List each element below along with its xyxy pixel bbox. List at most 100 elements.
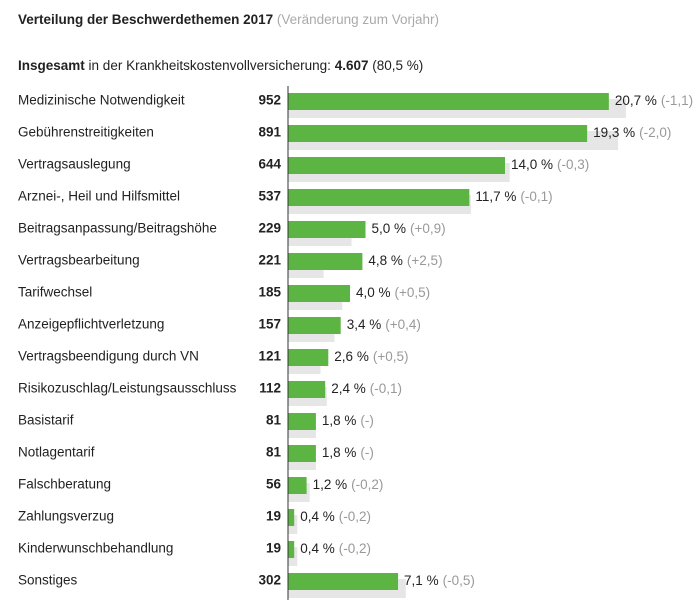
value-label: 4,8 % (+2,5) — [368, 253, 442, 268]
category-label: Vertragsauslegung — [18, 157, 131, 172]
category-label: Sonstiges — [18, 573, 78, 588]
percent-label: 1,2 % — [313, 477, 348, 492]
percent-label: 11,7 % — [475, 189, 516, 204]
category-label: Zahlungsverzug — [18, 509, 114, 524]
category-label: Risikozuschlag/Leistungsausschluss — [18, 381, 237, 396]
bar — [288, 477, 307, 494]
value-label: 0,4 % (-0,2) — [300, 509, 371, 524]
count-label: 56 — [266, 477, 282, 492]
percent-label: 4,8 % — [368, 253, 403, 268]
count-label: 19 — [266, 509, 281, 524]
category-label: Arznei-, Heil und Hilfsmittel — [18, 189, 180, 204]
percent-label: 5,0 % — [372, 221, 407, 236]
change-label: (-0,1) — [520, 189, 552, 204]
change-label: (+0,4) — [385, 317, 421, 332]
category-label: Gebührenstreitigkeiten — [18, 125, 154, 140]
total-share: (80,5 %) — [372, 58, 423, 73]
category-label: Kinderwunschbehandlung — [18, 541, 173, 556]
bar — [288, 573, 399, 590]
change-label: (-0,1) — [370, 381, 402, 396]
count-label: 157 — [258, 317, 281, 332]
bar — [288, 221, 366, 238]
bar — [288, 509, 295, 526]
bar — [288, 93, 609, 110]
value-label: 14,0 % (-0,3) — [511, 157, 589, 172]
count-label: 19 — [266, 541, 281, 556]
count-label: 229 — [258, 221, 281, 236]
change-label: (-2,0) — [639, 125, 671, 140]
category-label: Notlagentarif — [18, 445, 95, 460]
bar — [288, 445, 316, 462]
subtitle: Insgesamt in der Krankheitskostenvollver… — [18, 58, 423, 73]
count-label: 891 — [258, 125, 281, 140]
bar — [288, 157, 505, 174]
change-label: (+2,5) — [407, 253, 443, 268]
bar — [288, 285, 350, 302]
value-label: 4,0 % (+0,5) — [356, 285, 430, 300]
total-label: Insgesamt — [18, 58, 85, 73]
category-label: Beitragsanpassung/Beitragshöhe — [18, 221, 217, 236]
count-label: 644 — [258, 157, 281, 172]
change-label: (-0,2) — [351, 477, 383, 492]
count-label: 537 — [258, 189, 281, 204]
bar — [288, 125, 588, 142]
category-label: Basistarif — [18, 413, 74, 428]
category-label: Vertragsbeendigung durch VN — [18, 349, 199, 364]
count-label: 112 — [259, 381, 281, 396]
category-label: Vertragsbearbeitung — [18, 253, 140, 268]
title: Verteilung der Beschwerdethemen 2017 — [18, 12, 273, 27]
change-label: (+0,5) — [395, 285, 431, 300]
chart-title: Verteilung der Beschwerdethemen 2017 (Ve… — [18, 12, 439, 27]
percent-label: 2,4 % — [331, 381, 366, 396]
count-label: 121 — [258, 349, 281, 364]
change-label: (+0,9) — [410, 221, 446, 236]
category-label: Tarifwechsel — [18, 285, 92, 300]
category-label: Medizinische Notwendigkeit — [18, 93, 185, 108]
percent-label: 20,7 % — [615, 93, 657, 108]
value-label: 0,4 % (-0,2) — [300, 541, 371, 556]
percent-label: 4,0 % — [356, 285, 391, 300]
value-label: 1,2 % (-0,2) — [313, 477, 384, 492]
value-label: 3,4 % (+0,4) — [347, 317, 421, 332]
percent-label: 1,8 % — [322, 413, 357, 428]
percent-label: 2,6 % — [334, 349, 369, 364]
count-label: 952 — [258, 93, 281, 108]
change-label: (-0,3) — [557, 157, 589, 172]
count-label: 81 — [266, 445, 282, 460]
value-label: 5,0 % (+0,9) — [372, 221, 446, 236]
change-label: (+0,5) — [373, 349, 409, 364]
count-label: 221 — [258, 253, 281, 268]
category-label: Falschberatung — [18, 477, 111, 492]
percent-label: 19,3 % — [593, 125, 635, 140]
value-label: 2,4 % (-0,1) — [331, 381, 402, 396]
category-label: Anzeigepflichtverletzung — [18, 317, 164, 332]
percent-label: 0,4 % — [300, 509, 335, 524]
value-label: 2,6 % (+0,5) — [334, 349, 408, 364]
change-label: (-0,2) — [339, 509, 371, 524]
total-text: in der Krankheitskostenvollversicherung: — [89, 58, 331, 73]
percent-label: 0,4 % — [300, 541, 335, 556]
count-label: 185 — [258, 285, 281, 300]
bar — [288, 541, 295, 558]
change-label: (-) — [360, 413, 374, 428]
bar — [288, 349, 329, 366]
percent-label: 3,4 % — [347, 317, 382, 332]
total-count: 4.607 — [335, 58, 369, 73]
percent-label: 14,0 % — [511, 157, 553, 172]
count-label: 302 — [258, 573, 281, 588]
value-label: 20,7 % (-1,1) — [615, 93, 693, 108]
title-note: (Veränderung zum Vorjahr) — [277, 12, 439, 27]
value-label: 1,8 % (-) — [322, 445, 374, 460]
change-label: (-) — [360, 445, 374, 460]
count-label: 81 — [266, 413, 282, 428]
percent-label: 7,1 % — [404, 573, 439, 588]
value-label: 19,3 % (-2,0) — [593, 125, 671, 140]
change-label: (-0,2) — [339, 541, 371, 556]
change-label: (-1,1) — [661, 93, 693, 108]
value-label: 7,1 % (-0,5) — [404, 573, 475, 588]
bar — [288, 381, 326, 398]
value-label: 11,7 % (-0,1) — [475, 189, 552, 204]
bar — [288, 189, 470, 206]
bar — [288, 413, 316, 430]
bar — [288, 317, 341, 334]
